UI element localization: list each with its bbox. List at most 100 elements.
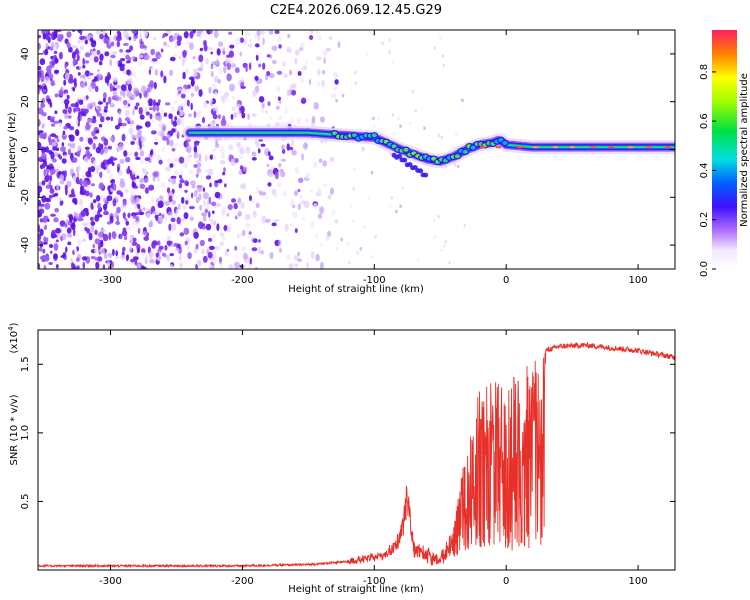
noise-dot	[93, 136, 98, 140]
noise-dot	[251, 198, 255, 204]
noise-dot	[269, 116, 272, 120]
noise-dot	[38, 130, 44, 134]
noise-dot	[286, 254, 291, 260]
noise-dot	[125, 156, 131, 163]
noise-dot	[138, 211, 145, 216]
noise-dot	[286, 47, 292, 54]
noise-dot	[205, 58, 209, 65]
noise-dot	[114, 94, 120, 102]
ridge-blob	[402, 146, 410, 153]
noise-dot	[323, 57, 326, 64]
noise-dot	[392, 132, 396, 136]
spectrogram-ridge	[182, 125, 675, 178]
noise-dot	[264, 196, 268, 200]
noise-dot	[180, 218, 185, 223]
noise-dot	[252, 238, 258, 244]
noise-dot	[190, 92, 195, 98]
noise-dot	[62, 109, 68, 114]
noise-dot	[46, 34, 49, 41]
noise-dot	[202, 187, 206, 192]
noise-dot	[92, 142, 96, 150]
noise-dot	[96, 256, 103, 262]
noise-dot	[291, 139, 295, 147]
colorbar-scale	[712, 30, 737, 269]
noise-dot	[234, 158, 239, 163]
noise-dot	[180, 93, 186, 99]
noise-dot	[106, 167, 111, 174]
noise-dot	[55, 264, 59, 269]
noise-dot	[54, 192, 59, 197]
noise-dot	[267, 182, 272, 187]
noise-dot	[261, 215, 267, 224]
noise-dot	[236, 234, 240, 239]
noise-dot	[52, 158, 57, 163]
x-tick-label: -300	[99, 275, 122, 286]
noise-dot	[186, 156, 191, 162]
noise-dot	[58, 197, 63, 202]
noise-dot	[354, 81, 358, 86]
noise-dot	[53, 243, 59, 251]
noise-dot	[292, 83, 297, 89]
noise-dot	[43, 224, 48, 231]
noise-dot	[116, 40, 121, 48]
noise-dot	[294, 167, 300, 174]
noise-dot	[291, 149, 297, 156]
colorbar-label: Normalized spectral amplitude	[739, 73, 750, 227]
snr-y-axis: 0.5 1.0 1.5	[20, 356, 675, 509]
noise-dot	[141, 167, 147, 173]
noise-dot	[143, 30, 148, 38]
noise-dot	[351, 219, 355, 223]
noise-dot	[268, 173, 274, 178]
noise-dot	[212, 259, 217, 265]
noise-dot	[239, 51, 242, 57]
noise-dot	[186, 145, 192, 154]
noise-dot	[269, 54, 273, 59]
noise-dot	[39, 132, 43, 139]
noise-dot	[154, 68, 158, 76]
noise-dot	[178, 117, 182, 125]
noise-dot	[183, 212, 189, 220]
noise-dot	[437, 133, 441, 138]
noise-dot	[211, 201, 217, 206]
noise-dot	[150, 48, 155, 56]
noise-dot	[106, 261, 111, 267]
noise-dot	[155, 154, 162, 160]
noise-dot	[135, 197, 141, 204]
noise-dot	[96, 105, 99, 110]
noise-dot	[41, 162, 46, 169]
noise-dot	[289, 118, 294, 124]
noise-dot	[82, 58, 86, 66]
noise-dot	[219, 261, 223, 269]
noise-dot	[162, 33, 169, 37]
noise-dot	[226, 73, 232, 82]
noise-dot	[161, 146, 165, 153]
y-tick-label: 0	[20, 146, 31, 152]
noise-dot	[111, 231, 117, 240]
noise-dot	[174, 247, 180, 252]
y-tick-label: 1.0	[20, 425, 31, 441]
noise-dot	[43, 255, 50, 262]
noise-dot	[202, 116, 205, 124]
noise-dot	[178, 203, 181, 210]
noise-dot	[317, 204, 322, 208]
snr-ylabel: SNR (10 * v/v)	[9, 394, 20, 465]
noise-dot	[199, 204, 203, 211]
spectrogram-y-axis: -40 -20 0 20 40	[20, 48, 675, 253]
noise-dot	[168, 195, 173, 203]
noise-dot	[73, 265, 78, 269]
noise-dot	[84, 190, 90, 197]
noise-dot	[90, 225, 95, 233]
noise-dot	[244, 30, 251, 37]
noise-dot	[146, 86, 152, 93]
noise-dot	[167, 211, 174, 216]
noise-dot	[161, 108, 164, 115]
x-tick-label: -200	[231, 576, 254, 587]
noise-dot	[83, 78, 87, 83]
noise-dot	[50, 133, 57, 138]
noise-dot	[84, 52, 91, 58]
noise-dot	[189, 31, 194, 39]
noise-dot	[158, 245, 164, 250]
noise-dot	[178, 109, 184, 117]
noise-dot	[154, 141, 159, 145]
spectrogram-xlabel: Height of straight line (km)	[288, 284, 424, 295]
